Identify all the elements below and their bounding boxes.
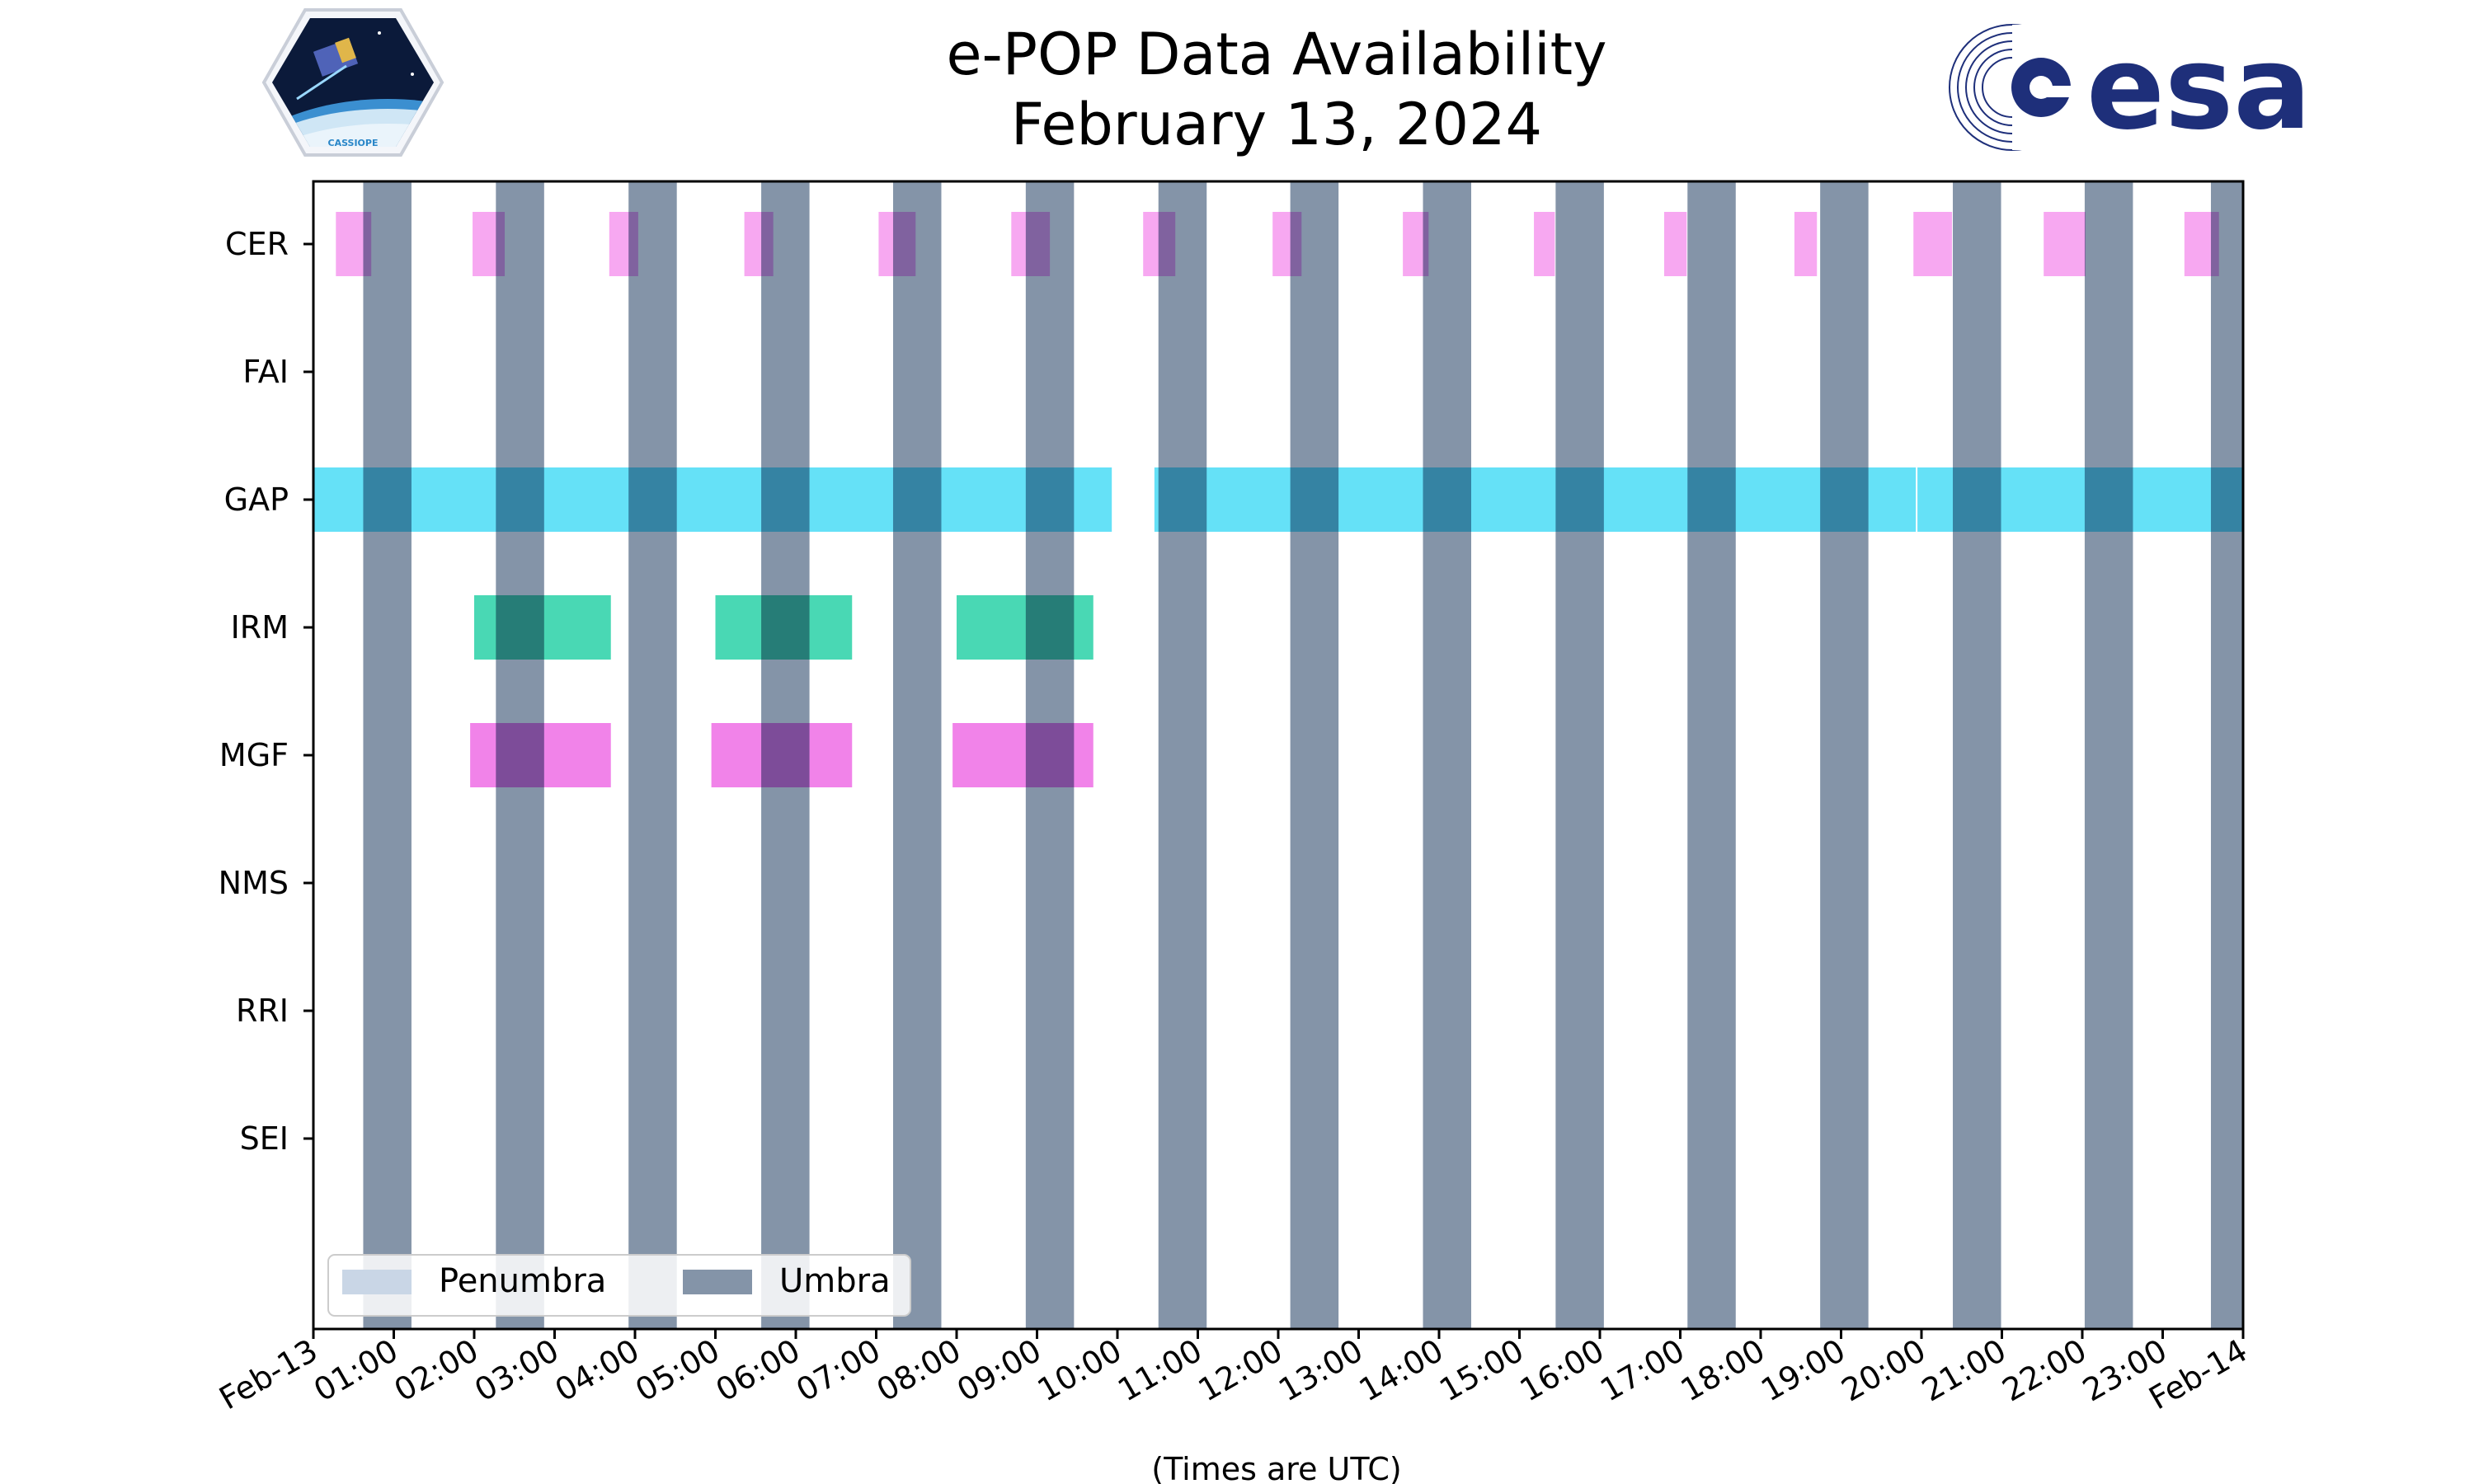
x-tick-label: 16:00 bbox=[1514, 1332, 1611, 1409]
cer-interval bbox=[1794, 212, 1818, 276]
x-tick-label: Feb-13 bbox=[213, 1332, 323, 1417]
x-tick-label: 05:00 bbox=[629, 1332, 726, 1409]
x-tick-label: 07:00 bbox=[790, 1332, 887, 1409]
legend: Penumbra Umbra bbox=[327, 1254, 911, 1317]
cer-interval bbox=[1011, 212, 1051, 276]
x-tick-label: 19:00 bbox=[1755, 1332, 1851, 1409]
x-tick-label: 08:00 bbox=[871, 1332, 967, 1409]
gap-interval bbox=[313, 467, 1112, 532]
cassiope-logo-caption: CASSIOPE bbox=[328, 138, 379, 148]
legend-swatch-umbra bbox=[683, 1270, 752, 1294]
cer-interval bbox=[609, 212, 638, 276]
cer-interval bbox=[2184, 212, 2219, 276]
umbra-band bbox=[363, 181, 412, 1329]
x-tick-label: 09:00 bbox=[951, 1332, 1047, 1409]
x-tick-label: 18:00 bbox=[1675, 1332, 1771, 1409]
mgf-interval bbox=[952, 723, 1094, 787]
chart-title-line-2: February 13, 2024 bbox=[1011, 91, 1542, 158]
umbra-band bbox=[628, 181, 677, 1329]
y-tick-label: RRI bbox=[236, 993, 289, 1029]
series-layer bbox=[313, 212, 2243, 787]
x-tick-label: 13:00 bbox=[1272, 1332, 1369, 1409]
x-axis-label: (Times are UTC) bbox=[1151, 1451, 1401, 1484]
x-tick-label: 10:00 bbox=[1032, 1332, 1128, 1409]
x-tick-label: 21:00 bbox=[1916, 1332, 2012, 1409]
x-axis: Feb-1301:0002:0003:0004:0005:0006:0007:0… bbox=[213, 1329, 2254, 1417]
mgf-interval bbox=[711, 723, 853, 787]
x-tick-label: 15:00 bbox=[1433, 1332, 1530, 1409]
x-tick-label: 03:00 bbox=[468, 1332, 565, 1409]
x-tick-label: 14:00 bbox=[1353, 1332, 1450, 1409]
x-tick-label: 22:00 bbox=[1997, 1332, 2093, 1409]
y-tick-label: NMS bbox=[219, 865, 289, 901]
irm-interval bbox=[474, 595, 611, 660]
irm-interval bbox=[715, 595, 853, 660]
cer-interval bbox=[336, 212, 372, 276]
y-axis: CER FAI GAP IRM MGF NMS RRI SEI bbox=[219, 226, 313, 1157]
umbra-band bbox=[2084, 181, 2133, 1329]
x-tick-label: 17:00 bbox=[1594, 1332, 1691, 1409]
umbra-band bbox=[1290, 181, 1339, 1329]
cer-interval bbox=[1913, 212, 1953, 276]
cassiope-logo: CASSIOPE bbox=[261, 8, 444, 157]
legend-frame bbox=[327, 1254, 911, 1317]
cer-interval bbox=[2044, 212, 2086, 276]
cer-interval bbox=[1143, 212, 1176, 276]
x-tick-label: 11:00 bbox=[1112, 1332, 1208, 1409]
cer-interval bbox=[1403, 212, 1429, 276]
umbra-layer bbox=[363, 181, 2243, 1329]
gap-interval bbox=[1917, 467, 2243, 532]
umbra-band bbox=[1687, 181, 1736, 1329]
esa-logo: esa bbox=[1949, 21, 2312, 156]
mgf-interval bbox=[470, 723, 611, 787]
x-tick-label: 12:00 bbox=[1192, 1332, 1289, 1409]
chart-title-line-1: e-POP Data Availability bbox=[946, 21, 1606, 88]
legend-swatch-penumbra bbox=[342, 1270, 412, 1294]
x-tick-label: 20:00 bbox=[1836, 1332, 1932, 1409]
x-tick-label: 04:00 bbox=[549, 1332, 646, 1409]
y-tick-label: CER bbox=[225, 226, 289, 262]
umbra-band bbox=[1423, 181, 1471, 1329]
esa-logo-text: esa bbox=[2086, 21, 2312, 156]
umbra-band bbox=[892, 181, 942, 1329]
cer-interval bbox=[473, 212, 506, 276]
cer-interval bbox=[1534, 212, 1555, 276]
y-tick-label: GAP bbox=[224, 481, 289, 518]
x-tick-label: 02:00 bbox=[388, 1332, 485, 1409]
umbra-band bbox=[1820, 181, 1869, 1329]
umbra-band bbox=[1158, 181, 1207, 1329]
y-tick-label: MGF bbox=[219, 737, 289, 773]
cer-interval bbox=[1664, 212, 1687, 276]
x-tick-label: 06:00 bbox=[710, 1332, 807, 1409]
umbra-band bbox=[2211, 181, 2243, 1329]
umbra-band bbox=[1555, 181, 1604, 1329]
y-tick-label: IRM bbox=[231, 609, 289, 646]
gap-interval bbox=[1154, 467, 1917, 532]
cer-interval bbox=[744, 212, 774, 276]
umbra-band bbox=[1953, 181, 2001, 1329]
y-tick-label: FAI bbox=[242, 354, 289, 390]
irm-interval bbox=[957, 595, 1094, 660]
cer-interval bbox=[878, 212, 916, 276]
legend-label-penumbra: Penumbra bbox=[439, 1262, 606, 1300]
legend-label-umbra: Umbra bbox=[779, 1262, 891, 1300]
y-tick-label: SEI bbox=[240, 1120, 289, 1157]
cer-interval bbox=[1272, 212, 1302, 276]
x-tick-label: 01:00 bbox=[308, 1332, 404, 1409]
plot-area bbox=[312, 180, 2245, 1331]
